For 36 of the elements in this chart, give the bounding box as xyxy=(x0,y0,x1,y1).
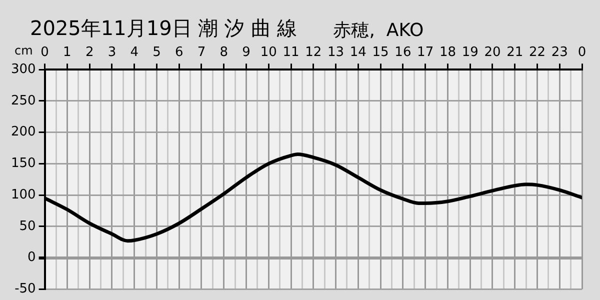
y-tick-label: -50 xyxy=(14,282,36,297)
x-tick-label: 2 xyxy=(85,45,94,60)
x-tick-label: 17 xyxy=(417,45,434,60)
y-tick-label: 50 xyxy=(19,218,36,234)
x-tick-label: 5 xyxy=(152,45,161,60)
x-tick-label: 14 xyxy=(350,45,366,60)
x-tick-label: 22 xyxy=(528,45,546,60)
x-tick-label: 0 xyxy=(578,45,586,60)
x-tick-label: 7 xyxy=(197,45,206,60)
x-tick-label: 13 xyxy=(328,45,344,60)
x-tick-label: 23 xyxy=(551,45,568,60)
x-tick-label: 15 xyxy=(372,45,389,60)
x-tick-label: 1 xyxy=(63,45,72,60)
chart-title: 2025年11月19日 潮 汐 曲 線 xyxy=(30,15,298,42)
x-tick-label: 3 xyxy=(108,45,116,60)
y-tick-label: 100 xyxy=(10,187,36,202)
x-tick-label: 20 xyxy=(484,45,501,60)
x-tick-label: 4 xyxy=(130,45,138,60)
y-tick-label: 250 xyxy=(10,93,36,108)
x-tick-label: 0 xyxy=(40,45,49,60)
x-tick-label: 18 xyxy=(439,45,456,60)
x-tick-label: 6 xyxy=(174,45,184,60)
x-tick-label: 16 xyxy=(394,45,412,60)
y-tick-label: 200 xyxy=(10,124,36,140)
x-tick-label: 10 xyxy=(260,45,277,60)
x-tick-label: 21 xyxy=(506,45,524,60)
y-tick-label: 300 xyxy=(10,62,36,77)
x-tick-label: 19 xyxy=(462,45,478,60)
chart-subtitle: 赤穂, AKO xyxy=(333,19,424,42)
y-tick-label: 0 xyxy=(28,250,36,266)
x-tick-label: 12 xyxy=(305,45,322,60)
y-tick-label: 150 xyxy=(10,156,36,172)
x-tick-label: 8 xyxy=(220,45,228,60)
y-axis-title: cm xyxy=(14,44,33,58)
x-tick-label: 9 xyxy=(242,45,250,60)
x-tick-label: 11 xyxy=(282,45,300,60)
